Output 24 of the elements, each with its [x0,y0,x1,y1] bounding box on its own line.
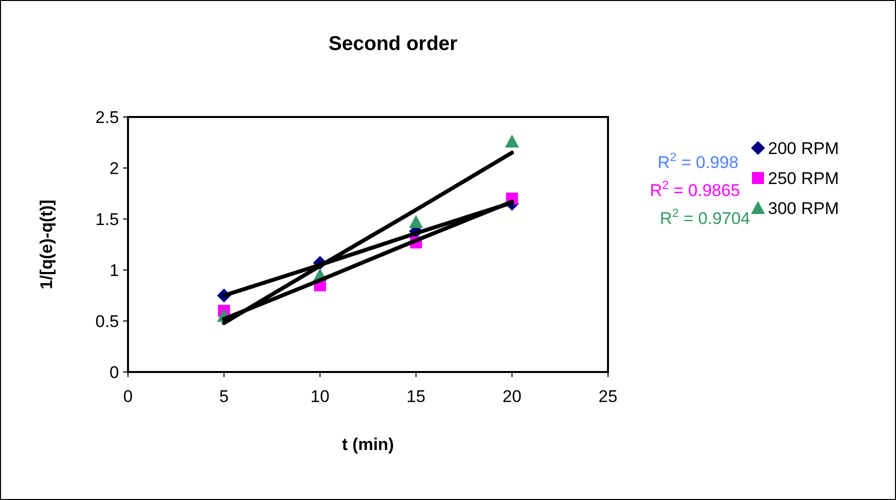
legend-label: 200 RPM [768,139,839,158]
y-tick-label: 1.5 [95,210,119,229]
x-axis-title: t (min) [342,435,394,454]
x-tick-label: 25 [598,387,618,406]
x-tick-label: 20 [502,387,522,406]
chart-title: Second order [328,33,458,55]
y-tick-label: 0 [110,363,119,382]
legend-label: 300 RPM [768,199,839,218]
y-tick-label: 2.5 [95,108,119,127]
x-tick-label: 5 [219,387,229,406]
text: R$^{2}$ = 0.9704 [660,206,750,228]
y-axis-title: 1/[q(e)-q(t)] [37,200,56,290]
text: R$^{2}$ = 0.9865 [650,178,740,200]
point [505,134,519,148]
x-tick-label: 15 [406,387,426,406]
x-tick-label: 10 [310,387,330,406]
y-tick-label: 2 [110,159,119,178]
legend-label: 250 RPM [768,169,839,188]
x-tick-label: 0 [123,387,133,406]
text: R$^{2}$ = 0.998 [658,150,738,172]
y-tick-label: 1 [110,261,119,280]
line-series [222,150,514,326]
point [409,215,423,228]
y-tick-label: 0.5 [95,312,119,331]
